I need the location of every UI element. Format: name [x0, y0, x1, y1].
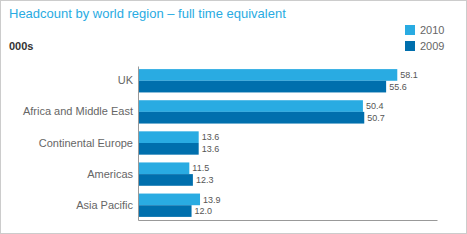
legend-swatch [405, 25, 415, 35]
y-tick: Africa and Middle East [23, 105, 133, 117]
y-tick: Continental Europe [39, 137, 133, 149]
y-tick: Americas [87, 168, 133, 180]
y-tick-label: Continental Europe [39, 137, 133, 149]
y-tick-label: Americas [87, 168, 133, 180]
bar [138, 81, 386, 93]
bars [138, 69, 397, 217]
data-label: 12.3 [196, 175, 214, 185]
y-tick-label: Asia Pacific [76, 199, 133, 211]
data-label: 55.6 [389, 82, 407, 92]
y-tick: UK [118, 74, 134, 86]
chart-container: Headcount by world region – full time eq… [0, 0, 467, 234]
bar [138, 143, 199, 155]
legend-label: 2010 [420, 24, 444, 36]
bar [138, 112, 364, 124]
data-label: 13.6 [202, 144, 220, 154]
data-label: 11.5 [192, 163, 209, 173]
legend-item: 2010 [405, 24, 444, 36]
bar [138, 131, 199, 143]
x-axis [139, 220, 438, 221]
frame [1, 1, 467, 234]
chart: Headcount by world region – full time eq… [0, 0, 467, 234]
data-label: 58.1 [400, 70, 418, 80]
bar [138, 69, 397, 81]
y-tick-label: UK [118, 74, 134, 86]
title: Headcount by world region – full time eq… [9, 6, 286, 21]
data-labels: 58.1 50.4 13.6 11.5 13.9 55.6 50.7 13.6 12.3 12.0 [192, 70, 417, 216]
bar [138, 205, 192, 217]
legend-item: 2009 [405, 40, 444, 52]
data-label: 50.4 [366, 101, 384, 111]
subtitle: 000s [9, 40, 33, 52]
data-label: 12.0 [195, 206, 213, 216]
bar [138, 100, 363, 112]
data-label: 13.9 [203, 195, 221, 205]
y-axis-line [138, 67, 139, 221]
legend-label: 2009 [420, 40, 444, 52]
bar [138, 174, 193, 186]
legend-swatch [405, 41, 415, 51]
x-axis-line [139, 220, 438, 221]
plot: 58.1 50.4 13.6 11.5 13.9 55.6 50.7 13.6 12.3 12.0… [23, 67, 438, 221]
y-tick: Asia Pacific [76, 199, 133, 211]
y-axis: UK Africa and Middle East Continental Euro… [23, 67, 139, 221]
y-tick-label: Africa and Middle East [23, 105, 133, 117]
data-label: 13.6 [202, 132, 220, 142]
bar [138, 162, 189, 174]
data-label: 50.7 [367, 113, 385, 123]
legend: 2010 2009 [405, 24, 444, 52]
bar [138, 194, 200, 206]
